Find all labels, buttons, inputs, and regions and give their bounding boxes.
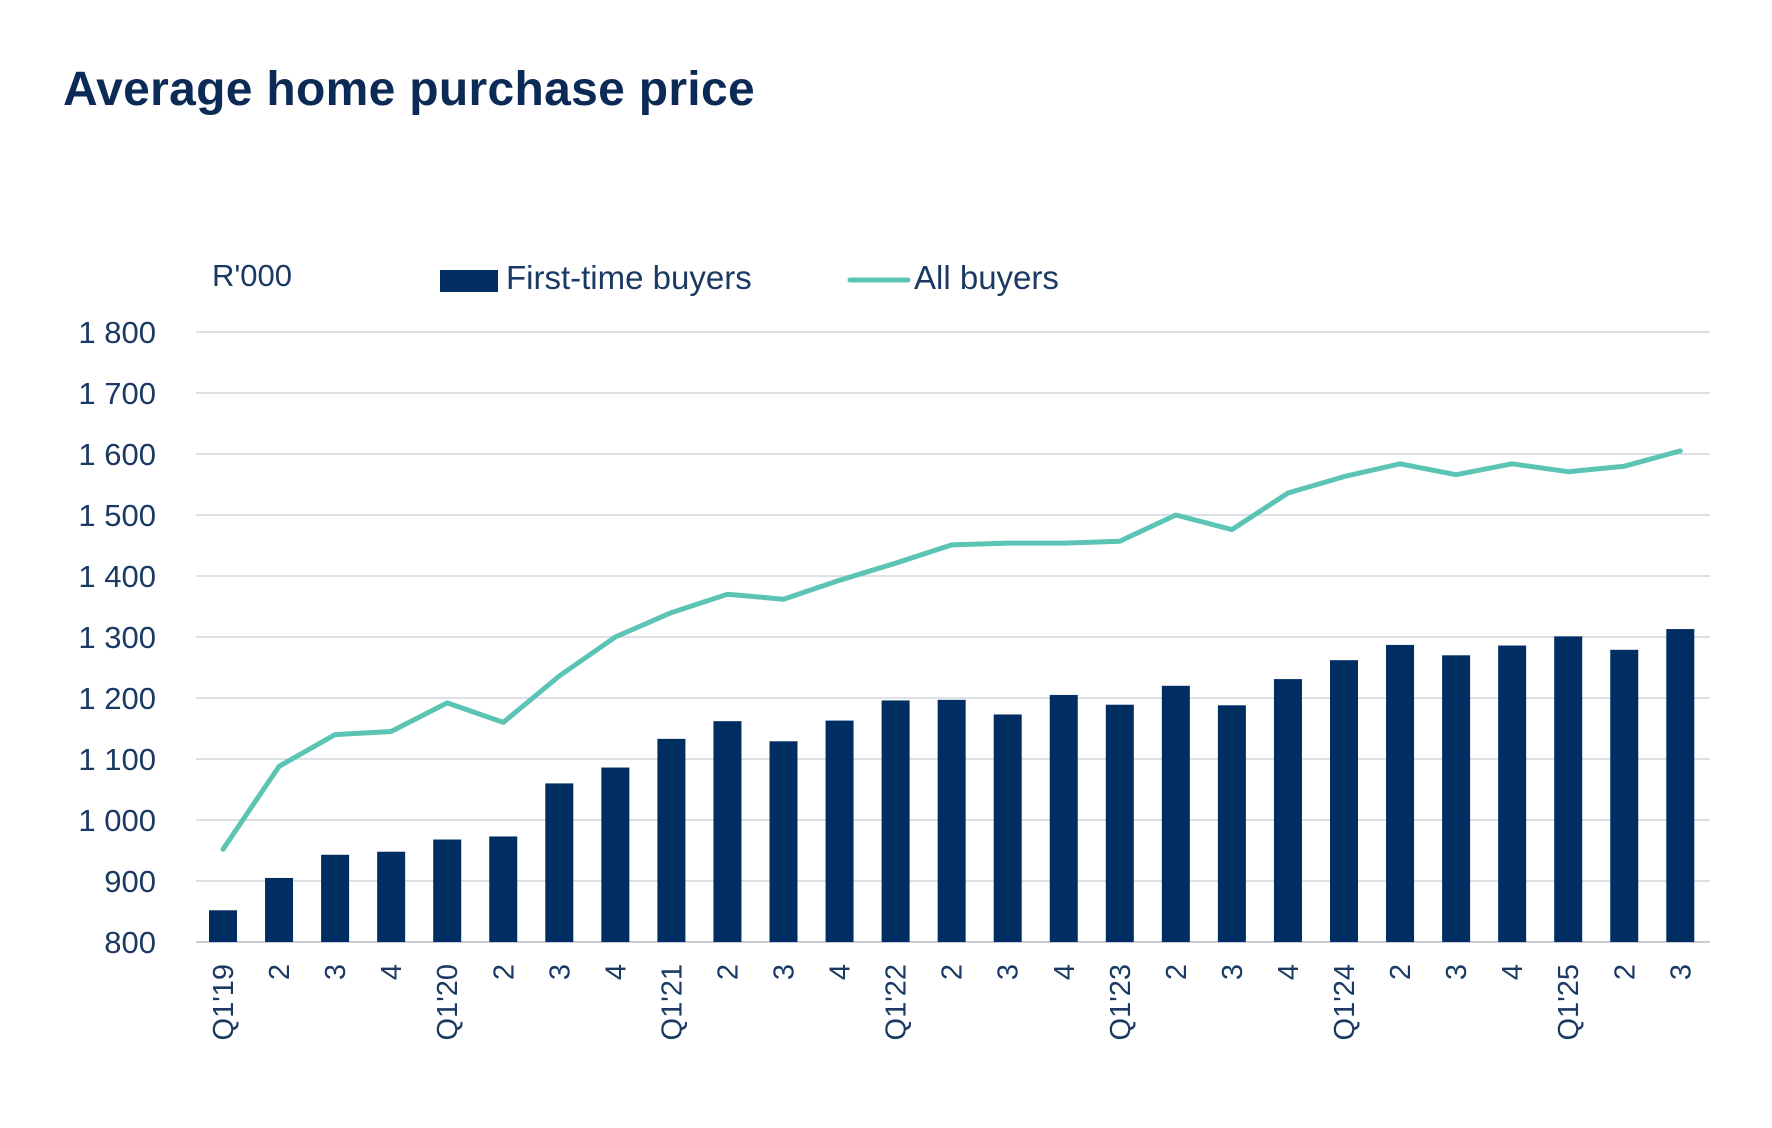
bar-first-time-buyers: [321, 854, 350, 942]
legend-label-all-buyers: All buyers: [914, 259, 1059, 296]
bar-first-time-buyers: [1554, 636, 1583, 942]
chart-title: Average home purchase price: [63, 63, 755, 116]
x-tick-label: 3: [1665, 964, 1697, 980]
x-tick-label: Q1'25: [1553, 964, 1585, 1040]
x-tick-label: 2: [1385, 964, 1417, 980]
y-tick-label: 1 500: [78, 498, 156, 533]
legend: First-time buyers All buyers: [440, 259, 1059, 296]
x-tick-label: 3: [993, 964, 1025, 980]
x-tick-label: 4: [1273, 964, 1305, 980]
bar-first-time-buyers: [825, 720, 854, 942]
line-series-all-buyers: [220, 448, 1683, 852]
x-tick-label: Q1'20: [432, 964, 464, 1040]
x-tick-label: Q1'19: [208, 964, 240, 1040]
x-tick-label: 3: [769, 964, 801, 980]
bar-first-time-buyers: [1105, 704, 1134, 942]
x-tick-label: 3: [1441, 964, 1473, 980]
y-tick-label: 900: [104, 864, 156, 899]
x-axis-ticks: Q1'19 2 3 4 Q1'20 2 3 4 Q1'21 2 3 4 Q1'22 2 3 4 Q1'23 2 3 4…: [208, 964, 1697, 1040]
x-tick-label: Q1'22: [881, 964, 913, 1040]
bar-first-time-buyers: [713, 721, 742, 942]
bar-first-time-buyers: [545, 783, 574, 942]
bar-first-time-buyers: [937, 699, 966, 942]
x-tick-label: Q1'21: [656, 964, 688, 1040]
x-tick-label: 2: [1609, 964, 1641, 980]
y-tick-label: 1 100: [78, 742, 156, 777]
x-tick-label: 3: [320, 964, 352, 980]
bar-first-time-buyers: [1273, 679, 1302, 942]
bar-first-time-buyers: [881, 700, 910, 942]
bar-first-time-buyers: [489, 836, 518, 942]
x-tick-label: 4: [825, 964, 857, 980]
bar-first-time-buyers: [377, 851, 406, 942]
bar-first-time-buyers: [1330, 660, 1358, 942]
bar-first-time-buyers: [1217, 705, 1246, 942]
y-tick-label: 1 700: [78, 376, 156, 411]
y-tick-label: 1 800: [78, 315, 156, 350]
x-tick-label: 2: [1161, 964, 1193, 980]
y-tick-label: 1 300: [78, 620, 156, 655]
bar-first-time-buyers: [1386, 644, 1415, 942]
bar-first-time-buyers: [209, 910, 237, 942]
bar-series-first-time-buyers: [209, 629, 1695, 942]
bar-first-time-buyers: [1442, 655, 1471, 942]
legend-swatch-first-time-buyers: [440, 270, 498, 292]
bar-first-time-buyers: [1498, 645, 1527, 942]
x-tick-label: 4: [1497, 964, 1529, 980]
y-axis-ticks: 800 900 1 000 1 100 1 200 1 300 1 400 1 500 1 60…: [78, 315, 156, 960]
y-tick-label: 1 400: [78, 559, 156, 594]
y-tick-label: 1 600: [78, 437, 156, 472]
x-tick-label: 3: [544, 964, 576, 980]
bar-first-time-buyers: [1666, 629, 1695, 942]
bar-first-time-buyers: [993, 714, 1022, 942]
bar-first-time-buyers: [769, 741, 798, 942]
bar-first-time-buyers: [1161, 685, 1190, 942]
x-tick-label: 2: [712, 964, 744, 980]
bar-first-time-buyers: [1610, 649, 1639, 942]
bar-first-time-buyers: [657, 738, 686, 942]
x-tick-label: Q1'24: [1329, 964, 1361, 1040]
x-tick-label: 2: [488, 964, 520, 980]
y-tick-label: 800: [104, 925, 156, 960]
x-tick-label: 2: [264, 964, 296, 980]
x-tick-label: 4: [376, 964, 408, 980]
y-tick-label: 1 000: [78, 803, 156, 838]
x-tick-label: Q1'23: [1105, 964, 1137, 1040]
x-tick-label: 4: [1049, 964, 1081, 980]
x-tick-label: 2: [937, 964, 969, 980]
legend-label-first-time-buyers: First-time buyers: [506, 259, 752, 296]
y-tick-label: 1 200: [78, 681, 156, 716]
bar-first-time-buyers: [1049, 694, 1078, 942]
bar-first-time-buyers: [265, 877, 294, 942]
x-tick-label: 4: [600, 964, 632, 980]
bar-first-time-buyers: [433, 839, 462, 942]
y-axis-unit-label: R'000: [212, 258, 292, 293]
bar-first-time-buyers: [601, 767, 630, 942]
x-tick-label: 3: [1217, 964, 1249, 980]
